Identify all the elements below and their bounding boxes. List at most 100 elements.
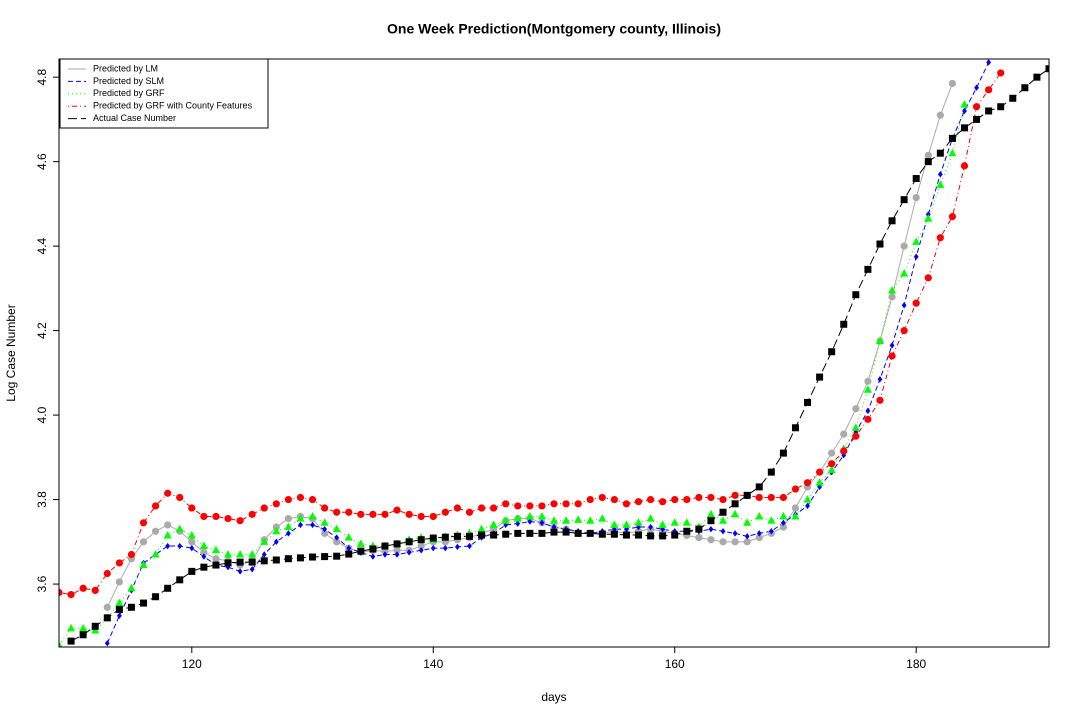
point xyxy=(731,509,740,518)
point xyxy=(79,631,87,639)
point xyxy=(827,465,836,474)
point xyxy=(610,495,618,504)
point xyxy=(876,240,884,248)
point xyxy=(236,558,244,566)
point xyxy=(973,115,981,123)
point xyxy=(779,523,787,531)
point xyxy=(393,506,401,514)
point xyxy=(864,265,872,273)
point xyxy=(200,563,208,571)
point xyxy=(285,530,291,537)
point xyxy=(924,274,932,282)
point xyxy=(972,103,981,111)
point xyxy=(731,538,739,546)
point xyxy=(188,567,196,575)
point xyxy=(296,493,305,502)
point xyxy=(840,320,848,328)
point xyxy=(586,529,594,537)
point xyxy=(863,385,872,393)
point xyxy=(406,549,412,556)
point xyxy=(670,518,679,526)
point xyxy=(430,544,436,552)
point xyxy=(248,549,257,558)
point xyxy=(804,398,812,406)
point xyxy=(720,528,726,535)
point xyxy=(200,548,208,556)
point xyxy=(296,514,305,522)
point xyxy=(695,493,703,502)
point xyxy=(272,500,280,508)
point xyxy=(912,237,921,245)
point xyxy=(320,518,329,526)
point xyxy=(201,553,207,560)
point xyxy=(212,561,220,569)
point xyxy=(151,502,160,510)
y-tick-label: 4.6 xyxy=(35,153,49,170)
point xyxy=(767,493,775,502)
point xyxy=(767,468,775,476)
point xyxy=(768,528,774,535)
point xyxy=(236,517,244,525)
point xyxy=(308,495,317,504)
point xyxy=(912,175,920,183)
point xyxy=(103,614,111,622)
point xyxy=(960,124,968,132)
point xyxy=(489,520,498,528)
point xyxy=(791,424,799,432)
point xyxy=(706,509,715,518)
point xyxy=(346,544,352,552)
point xyxy=(659,532,667,540)
point xyxy=(1009,94,1017,102)
point xyxy=(743,491,751,499)
point xyxy=(260,557,268,565)
y-tick-label: 4.2 xyxy=(35,322,49,339)
point xyxy=(67,591,75,599)
point xyxy=(91,586,99,594)
point xyxy=(755,493,763,502)
point xyxy=(962,107,967,115)
point xyxy=(526,529,534,537)
point xyxy=(875,336,884,345)
point xyxy=(671,495,679,504)
series-line xyxy=(70,68,1049,642)
point xyxy=(212,555,220,563)
point xyxy=(624,525,629,533)
point xyxy=(332,524,341,533)
point xyxy=(369,545,377,553)
point xyxy=(598,493,606,502)
point xyxy=(321,529,329,537)
point xyxy=(417,536,425,544)
legend-label: Predicted by GRF with County Features xyxy=(93,101,253,111)
point xyxy=(936,234,944,242)
point xyxy=(538,529,546,537)
point xyxy=(707,517,715,525)
y-tick-label: 4.0 xyxy=(35,406,49,423)
point xyxy=(779,449,787,457)
point xyxy=(888,293,896,301)
point xyxy=(224,549,233,558)
point xyxy=(889,342,895,349)
point xyxy=(864,377,872,385)
point xyxy=(695,525,703,533)
point xyxy=(997,103,1005,111)
point xyxy=(948,148,957,157)
legend-label: Actual Case Number xyxy=(93,113,176,123)
point xyxy=(356,539,365,547)
point xyxy=(465,532,473,540)
point xyxy=(501,516,510,524)
point xyxy=(236,549,245,558)
point xyxy=(321,553,329,561)
point xyxy=(453,532,461,540)
point xyxy=(151,549,160,558)
point xyxy=(610,530,618,538)
point xyxy=(59,588,63,597)
point xyxy=(164,584,172,592)
point xyxy=(417,512,425,521)
point xyxy=(490,504,498,512)
point xyxy=(127,603,135,611)
point xyxy=(779,493,787,502)
point xyxy=(537,511,546,520)
legend-label: Predicted by GRF xyxy=(93,88,165,98)
point xyxy=(67,637,75,645)
point xyxy=(635,531,643,539)
